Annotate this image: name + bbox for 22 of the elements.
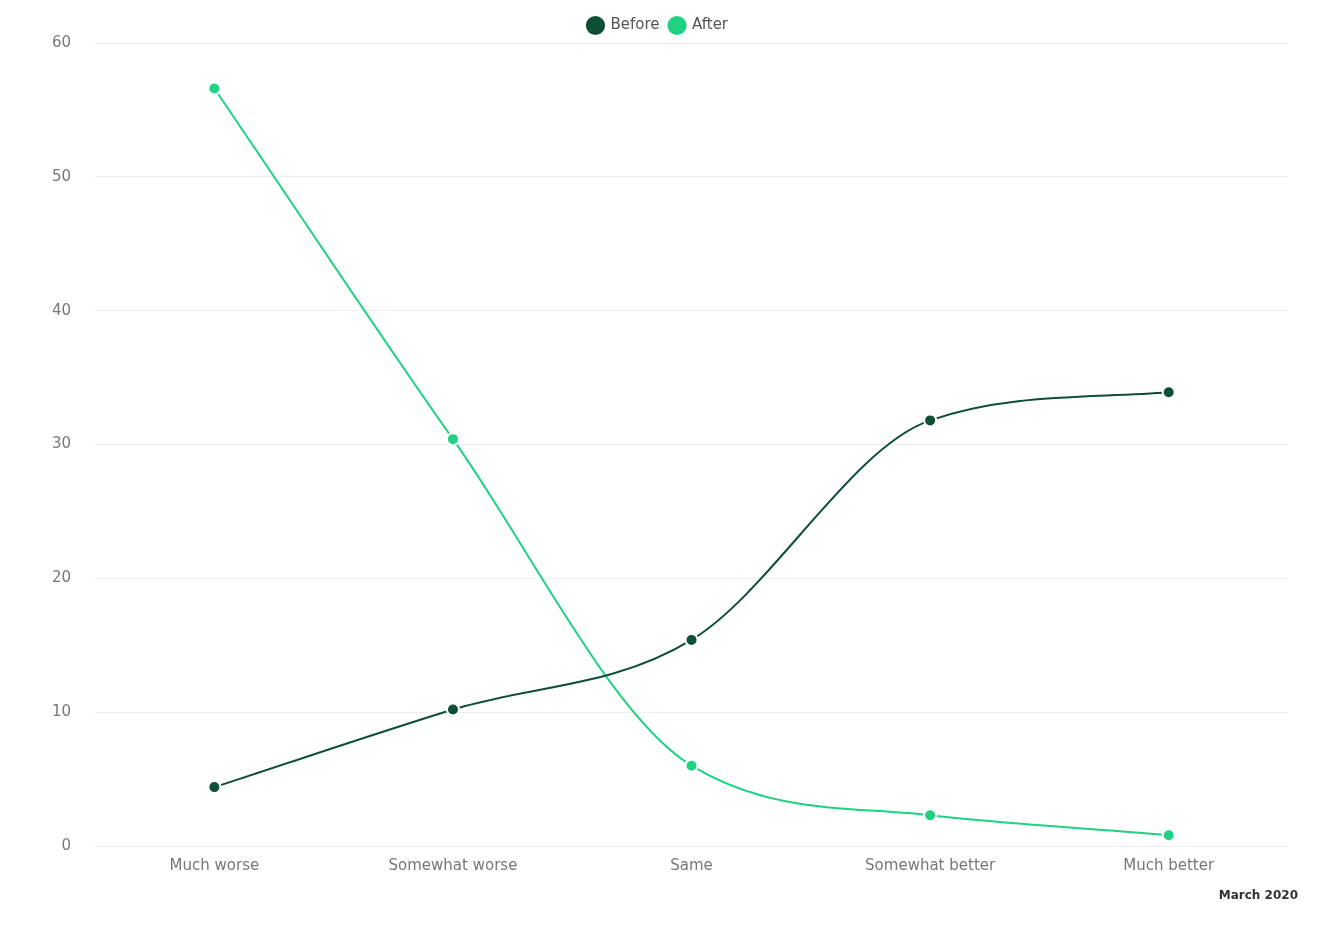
text: March 2020 <box>1218 888 1298 902</box>
y-tick-label: 50 <box>51 166 72 185</box>
point <box>923 808 938 823</box>
point <box>1161 828 1176 843</box>
point <box>445 702 460 717</box>
x-tick-label: Much worse <box>169 855 260 874</box>
x-tick-label: Same <box>670 855 713 874</box>
x-tick-label: Much better <box>1123 855 1215 874</box>
y-tick-label: 20 <box>51 568 72 587</box>
point <box>923 413 938 428</box>
legend-label: Before <box>610 15 660 34</box>
y-tick-label: 0 <box>61 835 72 854</box>
x-tick-label: Somewhat better <box>865 855 996 874</box>
y-tick-label: 30 <box>51 434 72 453</box>
point <box>207 81 222 96</box>
y-tick-label: 40 <box>51 300 72 319</box>
y-tick-label: 10 <box>51 702 72 721</box>
point <box>1161 385 1176 400</box>
y-tick-label: 60 <box>51 32 72 51</box>
point <box>684 758 699 773</box>
x-tick-label: Somewhat worse <box>388 855 518 874</box>
legend-label: After <box>692 15 729 34</box>
